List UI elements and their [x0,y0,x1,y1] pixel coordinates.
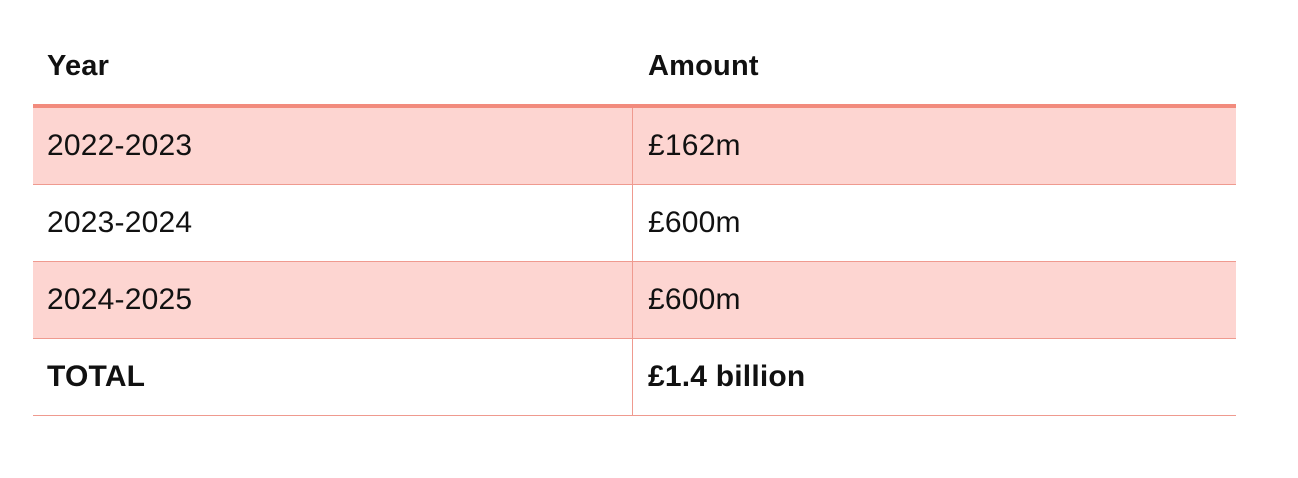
year-cell: 2022-2023 [33,108,633,184]
column-header-amount: Amount [648,49,759,82]
amount-cell: £162m [648,129,741,162]
table-header-row: Year Amount [33,30,1236,108]
total-amount: £1.4 billion [648,360,806,393]
column-header-year: Year [47,49,110,82]
table-row: 2024-2025 £600m [33,262,1236,339]
table-row: 2022-2023 £162m [33,108,1236,185]
amount-cell: £600m [648,283,741,316]
amount-cell: £600m [648,206,741,239]
table-total-row: TOTAL £1.4 billion [33,339,1236,416]
funding-table: Year Amount 2022-2023 £162m 2023-2024 £6… [33,30,1236,416]
year-cell: 2024-2025 [33,262,633,338]
table-row: 2023-2024 £600m [33,185,1236,262]
year-cell: 2023-2024 [33,185,633,261]
total-label: TOTAL [33,339,633,415]
